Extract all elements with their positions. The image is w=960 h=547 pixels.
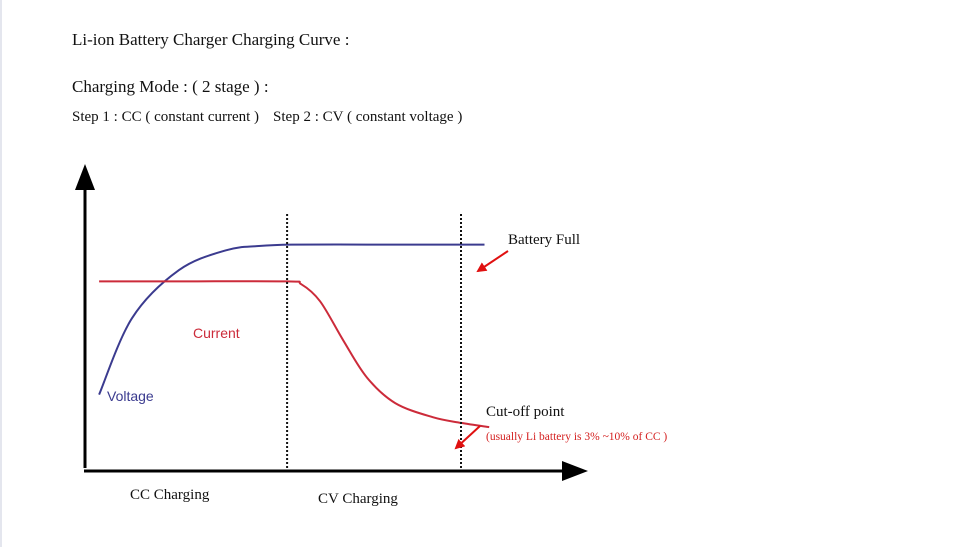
y-axis-arrowhead [75,164,95,190]
phase-label-cv: CV Charging [318,491,398,507]
steps-description: Step 1 : CC ( constant current ) Step 2 :… [72,107,462,127]
battery-full-label: Battery Full [508,232,580,248]
voltage-curve [98,243,485,395]
series-layer: Voltage Current [98,243,490,429]
page-title: Li-ion Battery Charger Charging Curve : [72,30,350,49]
x-axis-arrowhead [562,461,588,481]
current-curve [99,280,490,429]
cutoff-point-arrow [454,425,481,450]
battery-full-arrow [476,250,509,273]
page-left-border [0,0,2,547]
cutoff-note: (usually Li battery is 3% ~10% of CC ) [486,431,667,443]
step-1-text: Step 1 : CC ( constant current ) [72,109,260,125]
voltage-series-label: Voltage [107,388,154,404]
step-2-text: Step 2 : CV ( constant voltage ) [273,109,463,125]
phase-layer: CC Charging CV Charging [130,214,462,507]
current-series-label: Current [193,325,240,341]
charging-curve-chart: Voltage Current CC Charging CV Charging Ba… [75,164,667,507]
cutoff-point-label: Cut-off point [486,404,565,420]
phase-label-cc: CC Charging [130,487,210,503]
charging-mode-heading: Charging Mode : ( 2 stage ) : [72,77,269,96]
